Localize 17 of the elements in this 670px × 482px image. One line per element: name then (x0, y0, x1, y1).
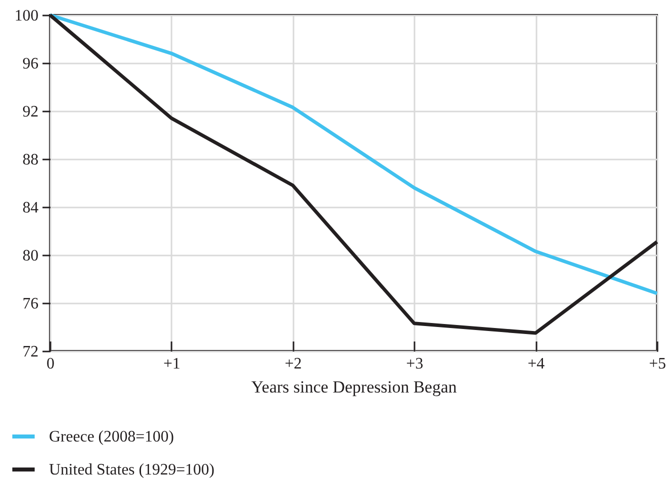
x-tick-label: +2 (284, 356, 302, 372)
y-tick-label: 80 (22, 248, 38, 264)
y-tick-label: 84 (22, 200, 38, 216)
x-tick-label: +1 (163, 356, 180, 372)
y-tick-label: 88 (22, 152, 38, 168)
y-tick-label: 72 (22, 344, 38, 360)
y-tick-label: 76 (22, 296, 38, 312)
x-tick-label: +3 (406, 356, 424, 372)
x-axis-title: Years since Depression Began (251, 378, 458, 396)
legend-label: Greece (2008=100) (49, 428, 174, 446)
x-tick-label: 0 (46, 356, 54, 372)
x-tick-label: +5 (648, 356, 666, 372)
y-tick-label: 100 (14, 8, 38, 24)
x-tick-label: +4 (528, 356, 545, 372)
y-tick-label: 96 (22, 56, 38, 72)
legend-label: United States (1929=100) (49, 462, 214, 478)
y-tick-label: 92 (22, 104, 38, 120)
